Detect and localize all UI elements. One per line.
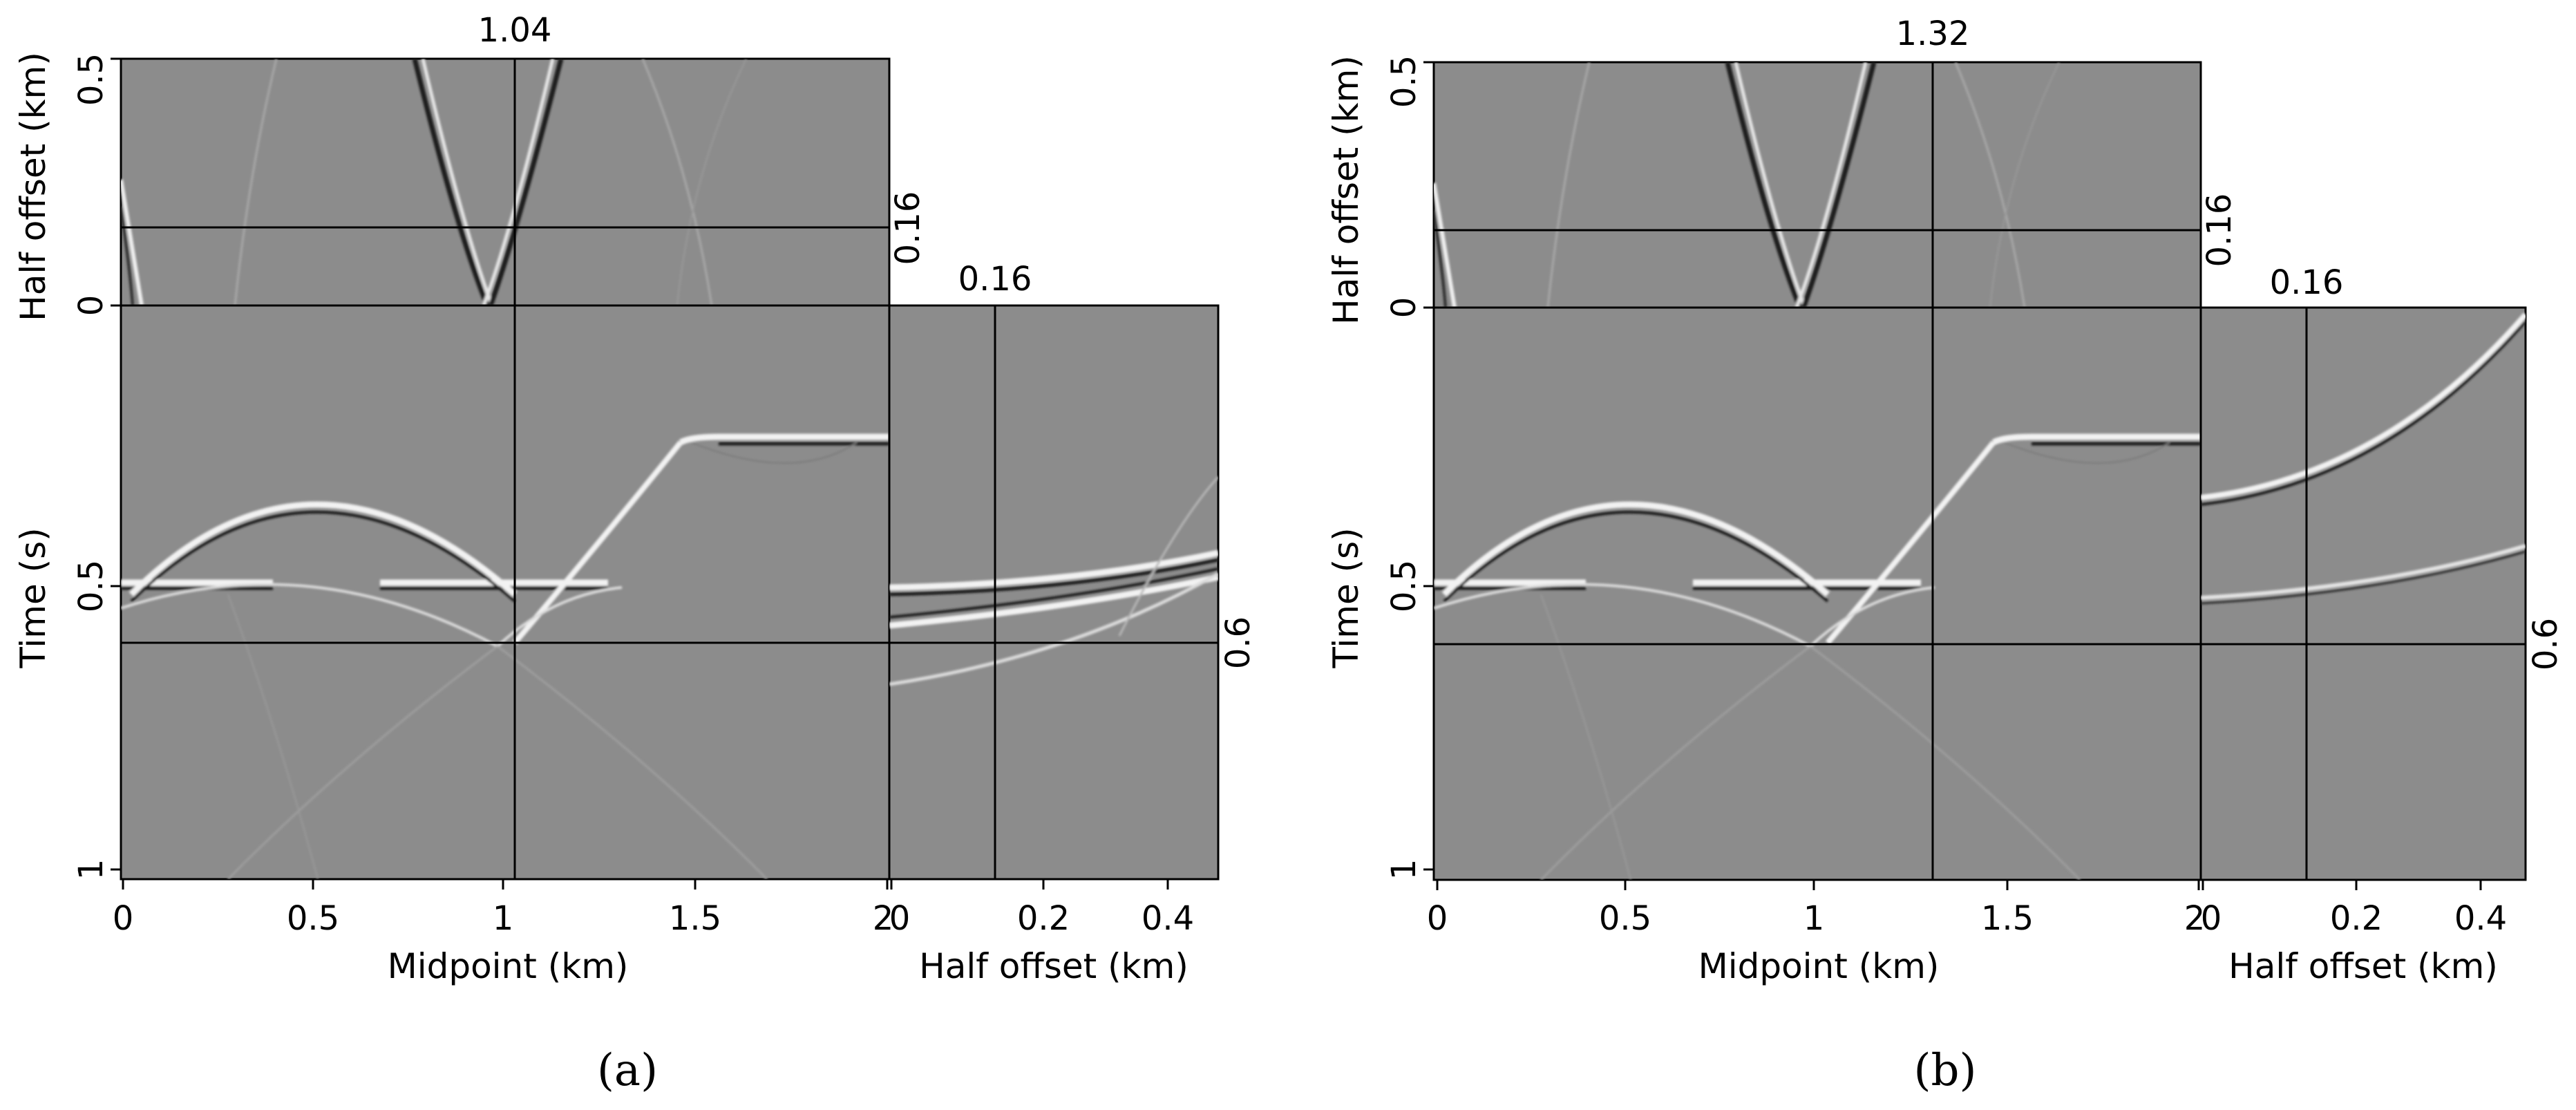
panel-b-main-section-events [1434,433,2201,880]
panel-a-main-xlabel: Midpoint (km) [388,946,629,986]
panel-b-side-xtick: 0.2 [2330,899,2383,938]
panel-b-side-xtick: 0 [2201,899,2222,938]
panel-a-side-xlabel: Half offset (km) [919,946,1188,986]
panel-b-top-ylabel: Half offset (km) [1326,55,1366,325]
panel-b-side-xlabel: Half offset (km) [2228,946,2498,986]
panel-b-cross-offset-label: 0.16 [2200,194,2239,267]
panel-a: 1.04 0.16 0.16 0.6 0 0.5 Half offset (km… [13,11,1258,1096]
panel-b-main-ytick: 1 [1385,859,1423,881]
panel-b-side-xtick: 0.4 [2454,899,2507,938]
panel-b-main-xtick: 1.5 [1981,899,2034,938]
panel-a-main-xtick: 1.5 [669,899,721,938]
panel-a-main-section-events [121,433,889,879]
panel-b-cross-midpoint-label: 1.32 [1896,15,1970,53]
panel-a-cross-time-label: 0.6 [1219,617,1258,669]
panel-b-caption: (b) [1914,1045,1977,1096]
panel-a-top-ylabel: Half offset (km) [13,52,53,321]
panel-a-main-ytick: 0.5 [72,560,111,612]
panel-b-offset-panel-top-label: 0.16 [2270,263,2344,302]
panel-b-top-ytick: 0 [1385,297,1423,319]
panel-b-main-ylabel: Time (s) [1326,527,1366,668]
panel-b: 1.32 0.16 0.16 0.6 0 0.5 Half offset (km… [1326,15,2565,1096]
panel-a-main-xtick: 2 [873,899,894,938]
panel-a-side-xtick: 0.2 [1017,899,1070,938]
panel-a-offset-panel-top-label: 0.16 [958,260,1032,299]
panel-a-side-section-events [889,476,1218,686]
panel-b-main-xlabel: Midpoint (km) [1698,946,1940,986]
panel-a-caption: (a) [597,1045,658,1096]
panel-a-top-ytick: 0 [72,295,111,317]
panel-a-side-xtick: 0 [889,899,911,938]
panel-a-cross-midpoint-label: 1.04 [478,11,552,50]
panel-a-side-xtick: 0.4 [1142,899,1194,938]
panel-b-main-ytick: 0.5 [1385,560,1423,612]
panel-b-side-section-events [2201,312,2526,605]
panel-a-top-ytick: 0.5 [72,53,111,106]
panel-b-main-xtick: 2 [2184,899,2206,938]
panel-b-offset-section-events [1434,62,2060,308]
panel-a-main-ytick: 1 [72,859,111,881]
panel-b-main-xtick: 1 [1803,899,1825,938]
panel-a-main-xtick: 0.5 [287,899,339,938]
panel-a-main-xtick: 1 [493,899,514,938]
panel-b-main-xtick: 0.5 [1599,899,1651,938]
panel-a-main-xtick: 0 [113,899,134,938]
panel-a-cross-offset-label: 0.16 [889,191,927,265]
panel-a-main-ylabel: Time (s) [13,527,53,668]
panel-b-cross-time-label: 0.6 [2526,618,2565,670]
panel-b-top-ytick: 0.5 [1385,55,1423,108]
panel-a-offset-section-events [121,59,747,305]
panel-b-main-xtick: 0 [1427,899,1448,938]
